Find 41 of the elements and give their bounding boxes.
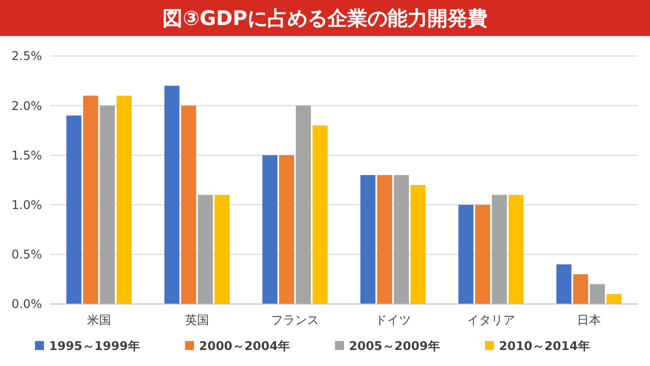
bar xyxy=(66,116,82,304)
bar xyxy=(296,106,311,304)
x-tick-label: 日本 xyxy=(577,313,601,327)
x-tick-label: ドイツ xyxy=(375,313,411,327)
bar xyxy=(410,184,426,304)
legend-label: 2010～2014年 xyxy=(499,339,590,353)
bar xyxy=(100,106,115,304)
bar xyxy=(116,96,132,304)
x-tick-label: イタリア xyxy=(467,313,515,327)
bar xyxy=(164,86,180,304)
y-tick-label: 0.0% xyxy=(12,297,42,312)
bar xyxy=(214,194,230,304)
y-tick-label: 2.0% xyxy=(12,98,42,113)
bar xyxy=(181,106,196,304)
bar xyxy=(394,175,409,304)
bar xyxy=(606,294,622,304)
bar xyxy=(377,175,392,304)
bar xyxy=(279,155,294,304)
chart-title: 図③GDPに占める企業の能力開発費 xyxy=(162,6,488,30)
bar xyxy=(590,284,605,304)
x-tick-label: 英国 xyxy=(185,313,209,327)
bar xyxy=(508,194,524,304)
bar xyxy=(556,264,572,304)
bar xyxy=(83,96,98,304)
x-tick-label: 米国 xyxy=(87,313,111,327)
y-tick-label: 2.5% xyxy=(12,49,42,64)
bar xyxy=(458,204,474,304)
legend-label: 1995～1999年 xyxy=(49,339,140,353)
y-tick-label: 1.0% xyxy=(12,198,42,212)
bar xyxy=(198,194,213,304)
legend-label: 2005～2009年 xyxy=(349,339,440,353)
bar xyxy=(262,155,278,304)
bar xyxy=(573,274,588,304)
bar xyxy=(475,204,490,304)
bar xyxy=(312,125,328,304)
bar xyxy=(492,194,507,304)
legend-label: 2000～2004年 xyxy=(199,339,290,353)
y-tick-label: 1.5% xyxy=(12,148,42,162)
bar xyxy=(360,175,376,304)
y-tick-label: 0.5% xyxy=(12,248,42,262)
x-tick-label: フランス xyxy=(271,313,319,327)
